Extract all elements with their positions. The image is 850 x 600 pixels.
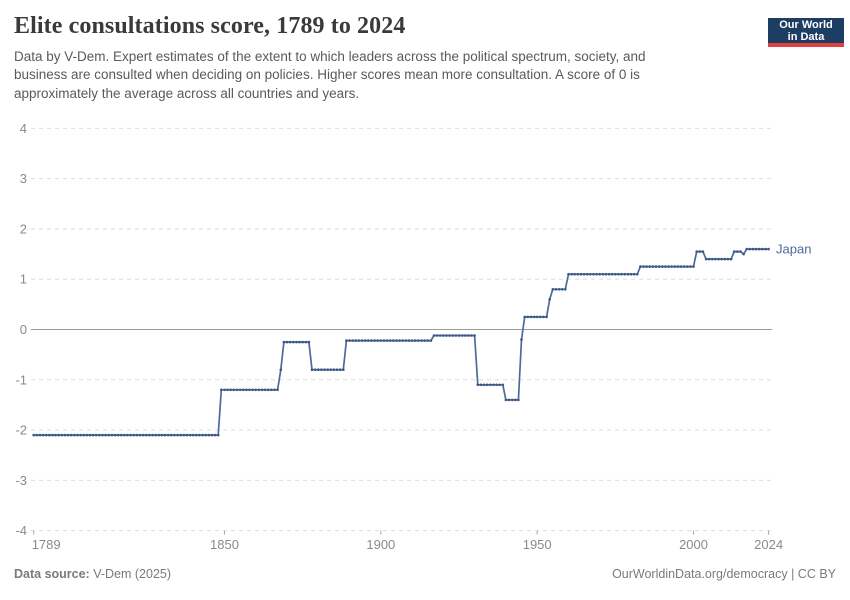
data-source: Data source: V-Dem (2025) [14, 567, 171, 581]
data-point-markers [32, 247, 770, 437]
data-source-value: V-Dem (2025) [93, 567, 172, 581]
entity-label-group[interactable]: Japan [776, 241, 811, 256]
y-tick-label: 3 [20, 171, 27, 186]
x-tick-label: 1789 [32, 537, 61, 552]
y-tick-label: -3 [15, 473, 27, 488]
gridlines [31, 127, 772, 532]
x-tick-label: 2000 [679, 537, 708, 552]
owid-logo-text-line2: in Data [787, 30, 825, 43]
y-axis: -4 -3 -2 -1 0 1 2 3 4 [15, 121, 27, 538]
japan-line-series[interactable] [32, 247, 770, 437]
y-tick-label: 0 [20, 322, 27, 337]
entity-label-japan[interactable]: Japan [776, 241, 811, 256]
x-tick-label: 1850 [210, 537, 239, 552]
y-tick-label: 2 [20, 221, 27, 236]
y-tick-label: 1 [20, 272, 27, 287]
y-tick-label: -1 [15, 372, 27, 387]
chart-header: Elite consultations score, 1789 to 2024 … [14, 13, 744, 103]
chart-subtitle: Data by V-Dem. Expert estimates of the e… [14, 48, 744, 104]
x-tick-label: 1900 [366, 537, 395, 552]
y-tick-label: -4 [15, 523, 27, 538]
x-axis: 1789 1850 1900 1950 2000 2024 [32, 530, 783, 552]
x-tick-label: 1950 [523, 537, 552, 552]
data-source-label: Data source: [14, 567, 90, 581]
subtitle-line: Data by V-Dem. Expert estimates of the e… [14, 48, 646, 64]
y-tick-label: -2 [15, 423, 27, 438]
series-line[interactable] [33, 248, 769, 436]
page-title: Elite consultations score, 1789 to 2024 [14, 13, 406, 39]
subtitle-line: business are consulted when deciding on … [14, 67, 640, 83]
attribution-link[interactable]: OurWorldinData.org/democracy | CC BY [612, 567, 836, 581]
subtitle-line: approximately the average across all cou… [14, 85, 360, 101]
x-tick-label: 2024 [754, 537, 783, 552]
owid-logo-text-line1: Our World [779, 18, 833, 31]
owid-logo[interactable]: Our World in Data [768, 18, 844, 47]
y-tick-label: 4 [20, 121, 27, 136]
chart-footer: Data source: V-Dem (2025) OurWorldinData… [14, 567, 836, 581]
